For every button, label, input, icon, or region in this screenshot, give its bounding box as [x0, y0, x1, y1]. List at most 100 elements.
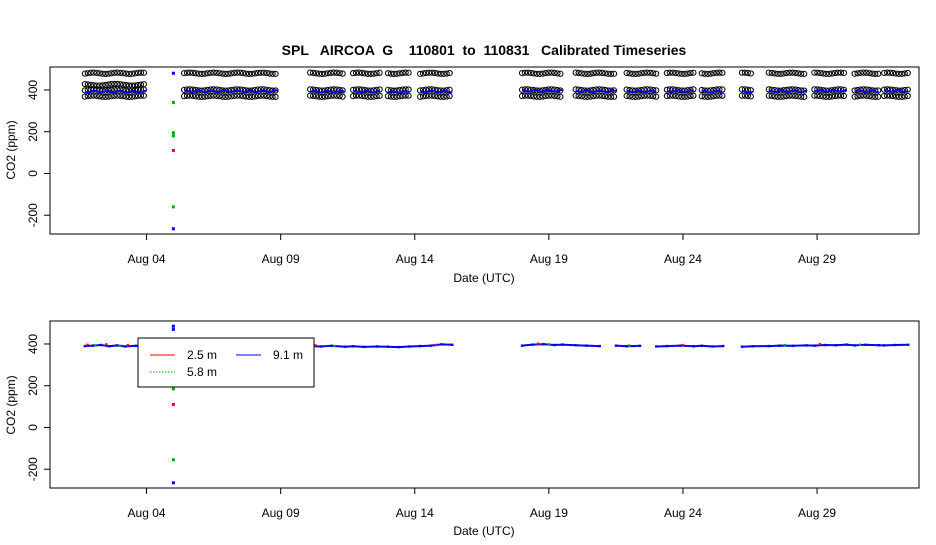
reference-point — [183, 92, 191, 99]
reference-point — [605, 93, 612, 100]
series-point — [791, 344, 795, 348]
reference-point — [393, 93, 400, 100]
reference-point — [390, 93, 397, 100]
reference-point — [554, 70, 561, 77]
reference-point — [883, 69, 891, 76]
reference-point — [629, 70, 636, 77]
reference-point — [904, 86, 911, 93]
reference-point — [93, 69, 100, 76]
reference-point — [672, 92, 679, 100]
reference-point — [324, 70, 331, 77]
reference-point — [234, 69, 241, 76]
reference-point — [437, 93, 444, 100]
reference-point — [590, 93, 597, 100]
reference-point — [704, 70, 711, 77]
reference-point — [530, 70, 537, 77]
outlier-point — [171, 149, 175, 152]
reference-point — [123, 82, 130, 89]
reference-point — [578, 93, 585, 100]
bot-x-tick-label: Aug 19 — [530, 506, 568, 520]
bot-x-tick-label: Aug 09 — [262, 506, 300, 520]
reference-point — [114, 92, 121, 99]
reference-point — [590, 70, 597, 77]
series-point — [94, 344, 97, 347]
series-point — [722, 344, 725, 348]
reference-point — [584, 93, 591, 100]
reference-point — [524, 92, 532, 99]
reference-point — [131, 93, 139, 100]
reference-point — [663, 69, 670, 77]
reference-point — [765, 92, 772, 99]
reference-point — [701, 70, 708, 77]
bottom-plot-frame — [49, 320, 920, 489]
bot-y-tick-label: 0 — [26, 424, 40, 431]
reference-point — [607, 93, 615, 100]
reference-point — [539, 70, 546, 77]
reference-point — [883, 92, 891, 99]
reference-point — [84, 93, 91, 100]
measurement-segment — [814, 88, 847, 93]
reference-point — [533, 93, 540, 100]
reference-point — [675, 93, 682, 100]
reference-point — [669, 92, 676, 99]
reference-point — [647, 92, 654, 99]
reference-point — [747, 70, 754, 77]
bot-y-tick-label: -200 — [26, 457, 40, 481]
reference-point — [318, 70, 326, 77]
series-point — [376, 345, 379, 348]
outlier-point — [171, 324, 175, 328]
reference-point — [263, 92, 270, 100]
reference-point — [228, 70, 235, 77]
reference-point — [393, 70, 400, 77]
reference-point — [765, 69, 772, 76]
reference-point — [820, 93, 827, 100]
reference-point — [140, 69, 147, 76]
series-point — [864, 343, 867, 346]
series-point — [386, 345, 390, 348]
reference-point — [333, 92, 340, 99]
reference-point — [140, 81, 147, 88]
top-x-tick-label: Aug 29 — [798, 252, 836, 266]
top-x-tick-label: Aug 19 — [530, 252, 568, 266]
reference-point — [339, 70, 346, 77]
series-point — [126, 344, 129, 347]
reference-point — [384, 93, 392, 100]
reference-point — [373, 93, 380, 100]
reference-point — [521, 92, 529, 99]
reference-point — [367, 93, 374, 100]
top-y-axis-label: CO2 (ppm) — [4, 120, 18, 179]
reference-point — [134, 82, 142, 89]
measurement-segment — [521, 88, 563, 93]
measurement-segment — [741, 90, 754, 94]
series-point — [343, 345, 347, 348]
chart-title: SPL AIRCOA G 110801 to 110831 Calibrated… — [282, 42, 687, 58]
reference-point — [422, 69, 430, 77]
reference-point — [81, 70, 88, 77]
series-point — [362, 345, 366, 349]
reference-point — [105, 70, 112, 77]
reference-point — [710, 93, 717, 100]
series-point — [711, 345, 714, 348]
reference-point — [738, 69, 746, 76]
reference-point — [826, 93, 833, 100]
measurement-segment — [353, 89, 380, 94]
series-point — [893, 343, 897, 347]
reference-point — [701, 93, 708, 100]
reference-point — [602, 70, 609, 77]
reference-point — [419, 93, 427, 100]
reference-point — [533, 70, 540, 77]
reference-point — [251, 70, 259, 77]
bot-x-tick-label: Aug 24 — [664, 506, 702, 520]
series-point — [614, 344, 618, 347]
measurement-segment — [419, 89, 453, 94]
reference-point — [713, 92, 720, 99]
reference-point — [744, 69, 751, 77]
reference-point — [678, 70, 685, 77]
reference-point — [771, 93, 778, 100]
top-x-tick-label: Aug 14 — [396, 252, 434, 266]
bottom-y-axis-label: CO2 (ppm) — [4, 375, 18, 434]
top-x-axis-label: Date (UTC) — [453, 271, 514, 285]
series-point — [86, 343, 89, 346]
reference-point — [207, 92, 214, 99]
series-point — [440, 343, 443, 346]
